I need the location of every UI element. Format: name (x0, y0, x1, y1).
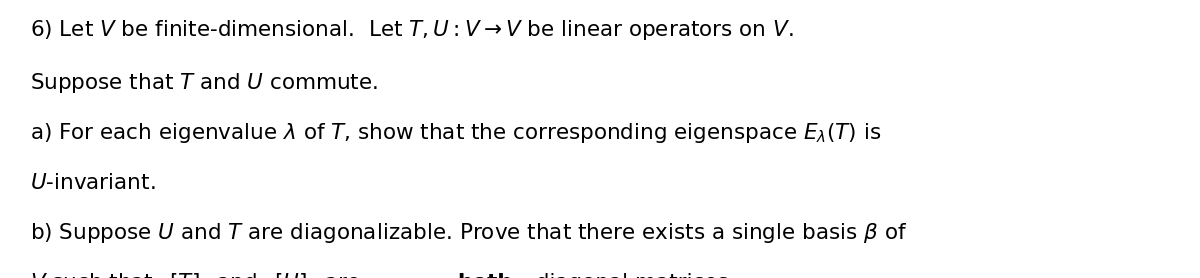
Text: a) For each eigenvalue $\lambda$ of $T$, show that the corresponding eigenspace : a) For each eigenvalue $\lambda$ of $T$,… (30, 121, 881, 145)
Text: b) Suppose $U$ and $T$ are diagonalizable. Prove that there exists a single basi: b) Suppose $U$ and $T$ are diagonalizabl… (30, 221, 907, 245)
Text: both: both (457, 273, 514, 278)
Text: $V$ such that $_{\beta}[T]_{\beta}$ and $_{\beta}[U]_{\beta}$ are: $V$ such that $_{\beta}[T]_{\beta}$ and … (30, 271, 361, 278)
Text: Suppose that $T$ and $U$ commute.: Suppose that $T$ and $U$ commute. (30, 71, 378, 95)
Text: 6) Let $V$ be finite-dimensional.  Let $T, U : V \rightarrow V$ be linear operat: 6) Let $V$ be finite-dimensional. Let $T… (30, 18, 793, 42)
Text: $U$-invariant.: $U$-invariant. (30, 173, 156, 193)
Text: diagonal matrices.: diagonal matrices. (529, 273, 736, 278)
